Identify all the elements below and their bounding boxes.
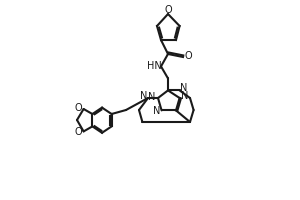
Text: HN: HN — [147, 61, 162, 71]
Text: N: N — [180, 83, 187, 93]
Text: N: N — [140, 91, 147, 101]
Text: O: O — [74, 103, 82, 113]
Text: O: O — [165, 5, 172, 15]
Text: N: N — [153, 106, 160, 116]
Text: O: O — [184, 51, 192, 61]
Text: N: N — [148, 92, 156, 102]
Text: N: N — [181, 91, 188, 101]
Text: O: O — [74, 127, 82, 137]
